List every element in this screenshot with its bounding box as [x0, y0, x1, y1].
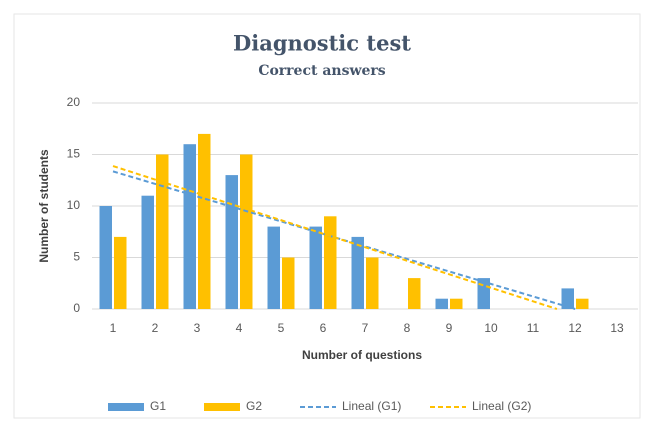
y-tick-label: 0: [73, 301, 80, 315]
y-tick-label: 20: [67, 95, 81, 109]
bar: [240, 154, 253, 309]
x-tick-label: 11: [527, 321, 540, 335]
bar: [324, 216, 337, 309]
x-tick-label: 2: [152, 321, 159, 335]
bar: [156, 154, 169, 309]
bar: [282, 257, 295, 309]
chart-frame: [13, 13, 641, 419]
legend-label: Lineal (G2): [472, 399, 531, 413]
x-axis-label: Number of questions: [302, 348, 422, 362]
legend-swatch: [108, 403, 144, 411]
x-tick-label: 1: [110, 321, 117, 335]
x-tick-label: 8: [404, 321, 411, 335]
trend-line: [112, 165, 558, 310]
bar: [309, 226, 322, 309]
y-tick-label: 15: [67, 147, 81, 161]
y-tick-label: 5: [73, 250, 80, 264]
x-tick-label: 4: [236, 321, 243, 335]
x-tick-label: 6: [320, 321, 327, 335]
bar: [408, 278, 421, 309]
bar: [99, 206, 112, 309]
legend-label: G1: [150, 399, 166, 413]
x-tick-label: 7: [362, 321, 369, 335]
x-tick-label: 9: [446, 321, 453, 335]
y-axis-label: Number of students: [37, 149, 51, 263]
bar: [435, 298, 448, 309]
x-tick-label: 3: [194, 321, 201, 335]
bar: [267, 226, 280, 309]
bar: [576, 298, 589, 309]
x-tick-label: 10: [484, 321, 498, 335]
y-tick-label: 10: [67, 198, 81, 212]
bar: [351, 236, 364, 309]
bar: [198, 133, 211, 309]
bar: [183, 144, 196, 309]
bar: [114, 236, 127, 309]
legend-label: G2: [246, 399, 262, 413]
chart-subtitle: Correct answers: [258, 63, 385, 79]
bar: [561, 288, 574, 309]
bar: [225, 175, 238, 309]
x-tick-label: 5: [278, 321, 285, 335]
legend-label: Lineal (G1): [342, 399, 401, 413]
x-tick-label: 13: [610, 321, 624, 335]
bar: [450, 298, 463, 309]
chart-title: Diagnostic test: [233, 31, 411, 56]
x-tick-label: 12: [568, 321, 582, 335]
legend-swatch: [204, 403, 240, 411]
bar: [366, 257, 379, 309]
bar: [141, 195, 154, 309]
